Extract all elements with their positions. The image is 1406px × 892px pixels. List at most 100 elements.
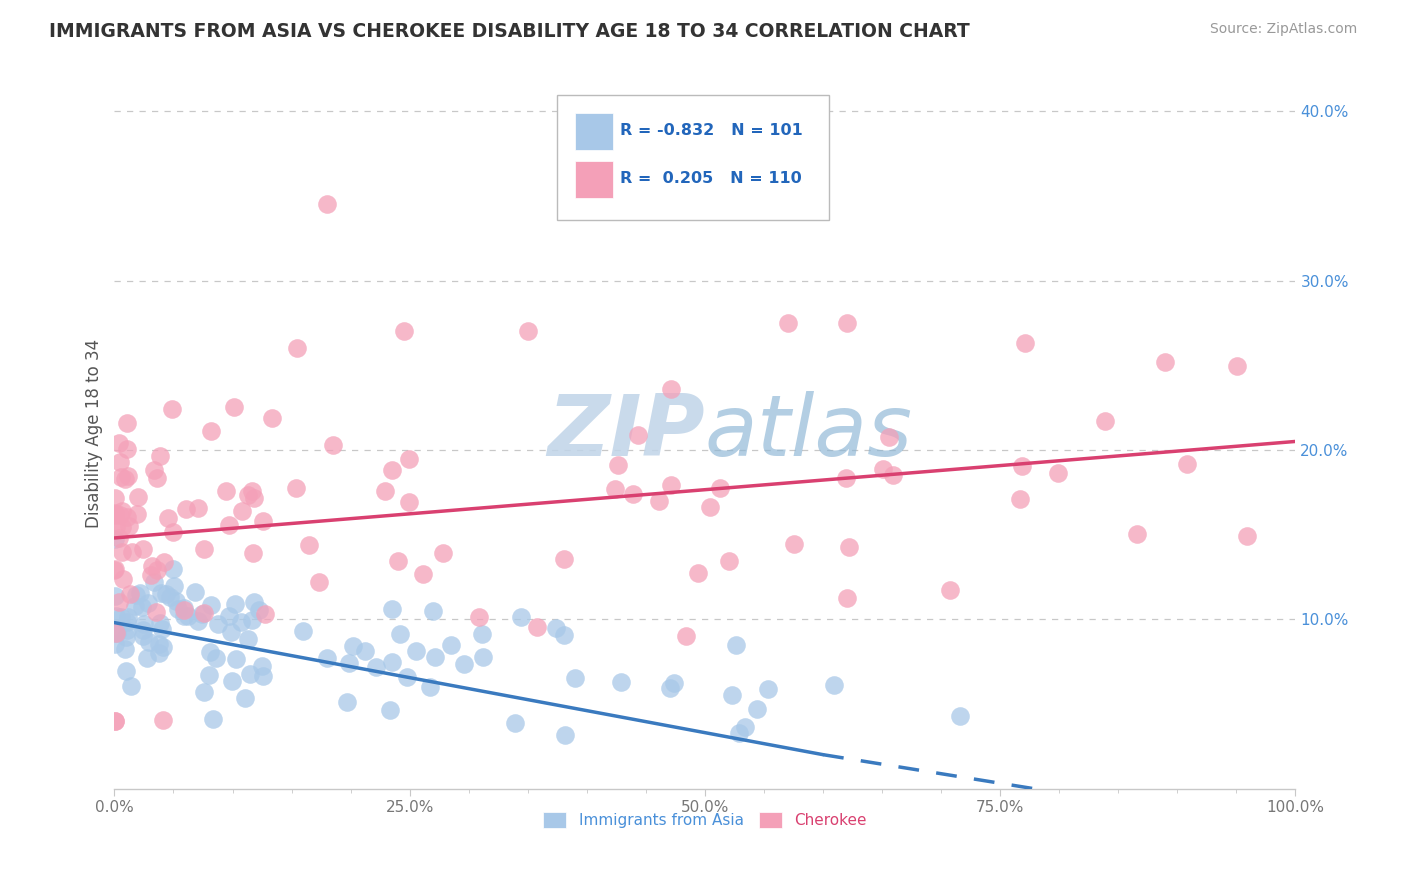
Point [219,624,242,639]
Point [516,325,538,339]
Point [252,668,274,682]
Point [138,634,160,648]
Point [174,502,197,516]
Point [145,471,167,485]
Point [124,599,146,613]
Point [882,467,904,482]
Point [254,607,277,622]
Point [1011,458,1033,473]
Point [316,650,339,665]
Point [564,671,586,685]
Point [207,617,229,632]
Point [387,554,409,568]
Point [699,500,721,515]
Point [104,625,127,640]
Point [104,491,127,505]
Point [193,606,215,620]
Point [150,622,173,636]
Point [308,574,330,589]
Point [222,400,245,414]
Point [605,482,627,496]
Point [114,642,136,657]
Point [236,488,259,502]
Point [1154,355,1177,369]
Point [405,644,427,658]
Text: IMMIGRANTS FROM ASIA VS CHEROKEE DISABILITY AGE 18 TO 34 CORRELATION CHART: IMMIGRANTS FROM ASIA VS CHEROKEE DISABIL… [49,22,970,41]
Point [132,616,155,631]
Point [648,494,671,508]
Point [468,610,491,624]
Point [110,469,132,483]
Point [108,436,131,450]
Point [229,615,252,630]
Point [717,554,740,568]
Point [187,501,209,516]
Point [252,514,274,528]
Point [553,552,575,566]
Point [872,462,894,476]
Point [526,620,548,634]
Point [235,690,257,705]
Point [193,541,215,556]
FancyBboxPatch shape [575,113,613,150]
Point [553,628,575,642]
Point [205,650,228,665]
Point [142,463,165,477]
Point [120,679,142,693]
Point [114,472,136,486]
Point [623,487,645,501]
Point [150,586,173,600]
Point [1126,526,1149,541]
Point [392,325,415,339]
Point [127,490,149,504]
Point [149,616,172,631]
Point [242,545,264,559]
Point [1008,492,1031,507]
Point [159,590,181,604]
Point [200,645,222,659]
Point [173,602,195,616]
Point [104,608,127,623]
Point [148,637,170,651]
Point [381,601,404,615]
Point [200,425,222,439]
Point [336,695,359,709]
Point [607,458,630,473]
Point [225,652,247,666]
Point [218,518,240,533]
Point [745,702,768,716]
Point [298,538,321,552]
Point [141,558,163,573]
Point [838,540,860,554]
Point [243,594,266,608]
Text: R =  0.205   N = 110: R = 0.205 N = 110 [620,171,801,186]
Point [1094,413,1116,427]
Point [734,720,756,734]
Point [425,650,447,665]
Point [240,613,263,627]
Point [115,416,138,430]
Point [111,504,134,518]
Point [117,609,139,624]
Point [544,621,567,635]
Point [509,610,531,624]
Point [218,608,240,623]
Point [239,666,262,681]
Point [422,604,444,618]
Point [125,507,148,521]
Point [136,596,159,610]
FancyBboxPatch shape [575,161,613,198]
Point [627,427,650,442]
Point [125,588,148,602]
Point [108,455,131,469]
Point [145,563,167,577]
Point [939,582,962,597]
Point [418,680,440,694]
Point [1236,529,1258,543]
Point [162,562,184,576]
Point [389,627,412,641]
Point [472,650,495,665]
Point [835,591,858,605]
Point [173,601,195,615]
Point [105,626,128,640]
